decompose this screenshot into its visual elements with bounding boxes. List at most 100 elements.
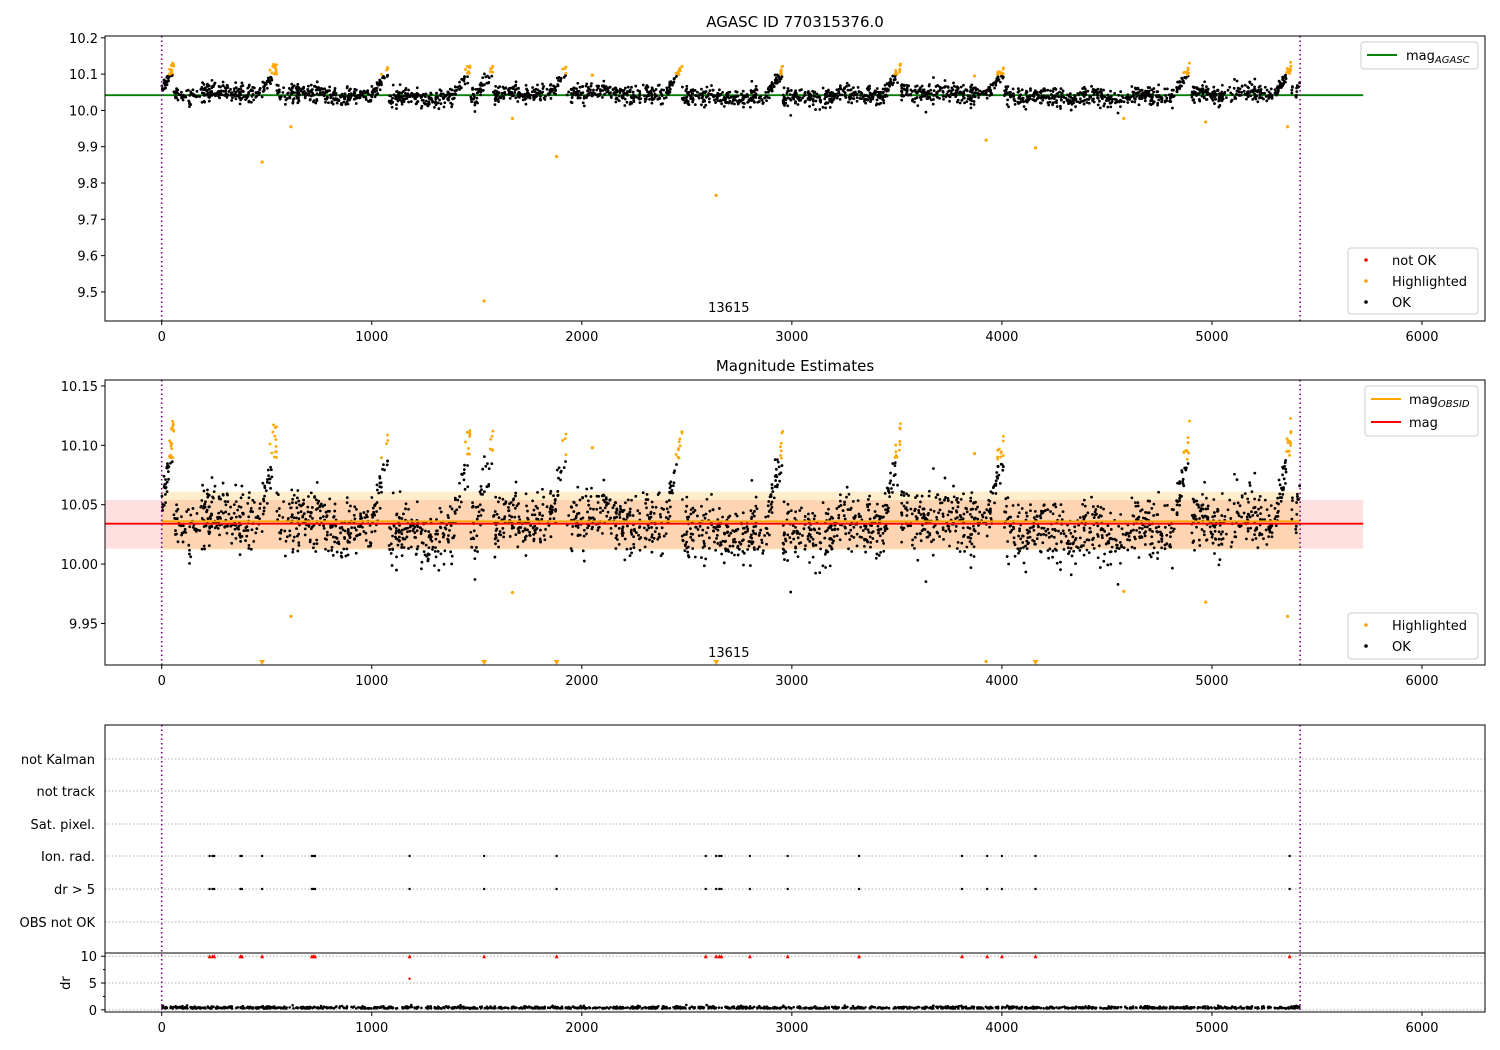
ok-point <box>581 101 585 105</box>
ok-point <box>564 460 567 463</box>
ok-point <box>1021 546 1025 549</box>
ok-point <box>578 85 582 89</box>
ok-point <box>302 86 306 90</box>
ok-point <box>695 90 699 94</box>
ok-point <box>534 504 538 508</box>
highlighted-point <box>996 70 1000 74</box>
ok-point <box>746 548 750 551</box>
ok-point <box>597 94 600 98</box>
ok-point <box>508 96 512 100</box>
ok-point <box>1269 87 1273 91</box>
ok-point <box>868 517 872 521</box>
ok-point <box>492 90 495 94</box>
ok-point <box>868 494 871 498</box>
ok-point <box>368 93 372 97</box>
ok-point <box>828 518 832 521</box>
highlighted-point <box>491 429 495 433</box>
ok-point <box>188 525 192 529</box>
legend-label-main: mag <box>1406 49 1435 64</box>
ok-point <box>1068 542 1072 546</box>
ok-point <box>426 104 430 108</box>
ok-point <box>252 539 256 543</box>
ok-point <box>1290 517 1294 521</box>
ok-point <box>863 544 866 548</box>
ok-point <box>388 100 392 104</box>
ok-point <box>1273 91 1277 95</box>
ok-point <box>557 75 561 79</box>
ok-point <box>175 509 178 513</box>
ok-point <box>597 494 601 498</box>
ok-point <box>1078 516 1082 519</box>
ok-point <box>475 91 479 95</box>
ok-point <box>670 489 674 492</box>
highlighted-point <box>274 444 278 448</box>
ok-point <box>1028 530 1032 534</box>
ok-point <box>1281 473 1284 477</box>
ok-point <box>902 504 906 508</box>
ok-point <box>1133 100 1137 104</box>
ok-point <box>900 98 904 102</box>
highlighted-point <box>275 456 278 459</box>
ok-point <box>1269 504 1273 508</box>
ok-point <box>1258 495 1262 498</box>
ok-point <box>195 528 199 532</box>
ok-point <box>1265 88 1269 92</box>
ok-point <box>353 505 357 509</box>
legend-frame <box>1360 41 1479 70</box>
ok-point <box>653 530 657 534</box>
ok-point <box>792 537 796 541</box>
highlighted-point <box>1288 72 1292 75</box>
ok-point <box>330 100 334 104</box>
ok-point <box>891 462 895 465</box>
ok-point <box>419 530 423 533</box>
ok-point <box>803 90 807 94</box>
ok-point <box>286 517 290 520</box>
ok-point <box>786 96 790 100</box>
ok-point <box>1032 528 1036 532</box>
ok-point <box>1098 90 1102 94</box>
ok-point <box>287 502 291 506</box>
ok-point <box>1200 504 1204 507</box>
ok-point <box>859 525 863 529</box>
ok-point <box>726 516 730 519</box>
ok-point <box>685 98 688 102</box>
ok-point <box>315 98 319 101</box>
ok-point <box>1104 542 1108 546</box>
ok-point <box>852 525 856 529</box>
ok-point <box>508 535 512 538</box>
ok-point <box>585 532 588 536</box>
ok-point <box>317 499 321 503</box>
ok-point <box>363 516 367 519</box>
ok-point <box>721 539 725 543</box>
ok-point <box>930 98 933 102</box>
ok-point <box>205 89 208 93</box>
ok-point <box>1078 91 1082 94</box>
ok-point <box>835 507 839 510</box>
ok-point <box>344 102 348 106</box>
ok-point <box>896 81 899 85</box>
highlighted-point <box>1186 71 1190 74</box>
ok-point <box>668 80 672 84</box>
ok-point <box>1278 492 1282 496</box>
ok-point <box>714 101 718 104</box>
ok-point <box>1238 504 1242 508</box>
ok-point <box>942 97 945 101</box>
ok-point <box>176 540 180 544</box>
ok-point <box>543 97 547 101</box>
ok-point <box>804 99 807 103</box>
ok-point <box>603 92 607 96</box>
ok-point <box>632 535 636 539</box>
ok-point <box>961 517 965 521</box>
ok-point <box>483 455 486 459</box>
ok-point <box>453 85 457 89</box>
ok-point <box>1121 532 1125 536</box>
ok-point <box>191 88 195 92</box>
ok-point <box>637 96 640 100</box>
ok-point <box>529 93 532 97</box>
ok-point <box>727 96 731 100</box>
ok-point <box>617 94 621 98</box>
ok-point <box>493 510 497 513</box>
ok-point <box>818 571 822 575</box>
ok-point <box>514 494 517 498</box>
ok-point <box>697 96 701 100</box>
